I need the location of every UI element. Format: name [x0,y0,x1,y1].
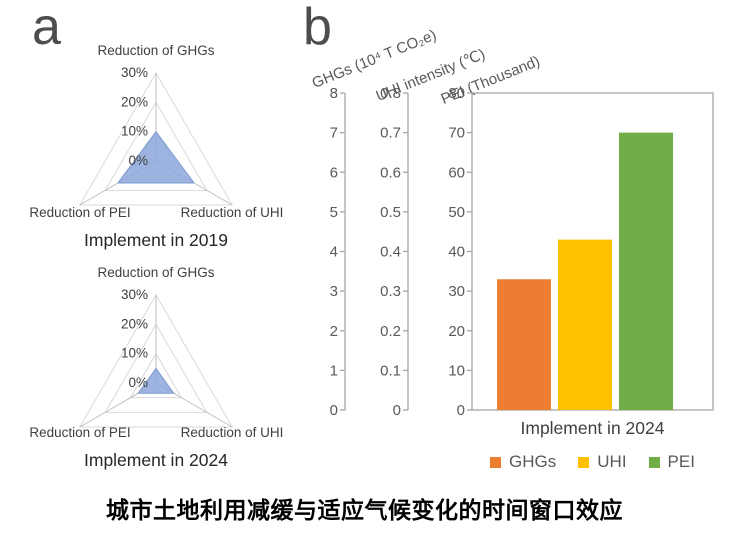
bar-axis-tick-label: 3 [330,283,338,300]
radar-grid-ring [129,352,183,399]
bar-axis-tick-label: 0.1 [380,362,401,379]
legend-swatch-ghgs-icon [490,456,502,468]
bar-axis-tick-label: 20 [448,323,465,340]
bar-axis-tick-label: 0.2 [380,323,401,340]
radar1-axis-label-pei: Reduction of PEI [29,205,131,220]
bar-axis-tick-label: 80 [448,85,465,102]
radar2-axis-label-pei: Reduction of PEI [29,425,131,440]
bar-axis-tick-label: 40 [448,244,465,261]
radar1-axis-label-ghgs: Reduction of GHGs [97,43,215,58]
bar-legend: GHGs UHI PEI [460,452,725,472]
bar-axis-tick-label: 2 [330,323,338,340]
bar-axis-tick-label: 0 [393,402,401,415]
legend-label-uhi: UHI [597,452,627,471]
legend-swatch-pei-icon [648,456,660,468]
bar-axis-tick-label: 0 [330,402,338,415]
bar-rect-pei [619,132,673,410]
radar1-axis-label-uhi: Reduction of UHI [180,205,284,220]
bar-axis-tick-label: 5 [330,204,338,221]
bar-axis-tick-label: 30 [448,283,465,300]
radar-grid-ring [78,294,234,428]
radar-chart-2019: 0% 10% 20% 30% [78,65,234,206]
bar-axis-tick-label: 1 [330,362,338,379]
bar-axis-tick-label: 0.6 [380,164,401,181]
radar-tick-label: 0% [128,153,148,168]
bar-axis-tick-label: 6 [330,164,338,181]
radar-data-polygon [116,130,196,184]
bar-axis-tick-label: 70 [448,125,465,142]
bar-rect-uhi [558,239,612,410]
bar-chart: 01234567800.10.20.30.40.50.60.70.8010203… [330,85,714,415]
legend-label-pei: PEI [667,452,695,471]
radar1-title: Implement in 2019 [84,230,228,250]
radar-grid-ring [104,323,208,413]
bar-rect-ghgs [497,279,551,410]
bar-axis-tick-label: 4 [330,244,338,261]
radar-tick-label: 0% [128,375,148,390]
radar2-title: Implement in 2024 [84,450,228,470]
radar-chart-2024: 0% 10% 20% 30% [78,287,234,428]
bar-axis-tick-label: 0.5 [380,204,401,221]
figure-caption: 城市土地利用减缓与适应气候变化的时间窗口效应 [106,497,623,523]
radar2-axis-label-ghgs: Reduction of GHGs [97,265,215,280]
bar-axis-tick-label: 0.4 [380,244,401,261]
legend-label-ghgs: GHGs [509,452,557,471]
radar-grid-ring [78,72,234,206]
bar-axis-tick-label: 8 [330,85,338,102]
legend-swatch-uhi-icon [578,456,590,468]
bar-axis-tick-label: 0.3 [380,283,401,300]
panel-a-letter: a [32,0,61,56]
radar-tick-label: 30% [121,65,148,80]
radar-grid-ring [104,101,208,191]
bar-axis-tick-label: 50 [448,204,465,221]
bar-x-category-label: Implement in 2024 [520,418,665,438]
legend-item-uhi: UHI [578,452,627,472]
panel-b-letter: b [303,0,332,56]
bar-axis-tick-label: 0 [457,402,465,415]
radar-tick-label: 10% [121,124,148,139]
bar-axis-tick-label: 0.8 [380,85,401,102]
legend-item-ghgs: GHGs [490,452,556,472]
radar-tick-label: 10% [121,346,148,361]
radar-tick-label: 20% [121,94,148,109]
radar-tick-label: 30% [121,287,148,302]
bar-axis-tick-label: 0.7 [380,125,401,142]
bar-axis-tick-label: 60 [448,164,465,181]
legend-item-pei: PEI [648,452,695,472]
radar2-axis-label-uhi: Reduction of UHI [180,425,284,440]
bar-axis-tick-label: 10 [448,362,465,379]
radar-tick-label: 20% [121,316,148,331]
radar-data-polygon [137,367,175,394]
bar-axis-tick-label: 7 [330,125,338,142]
